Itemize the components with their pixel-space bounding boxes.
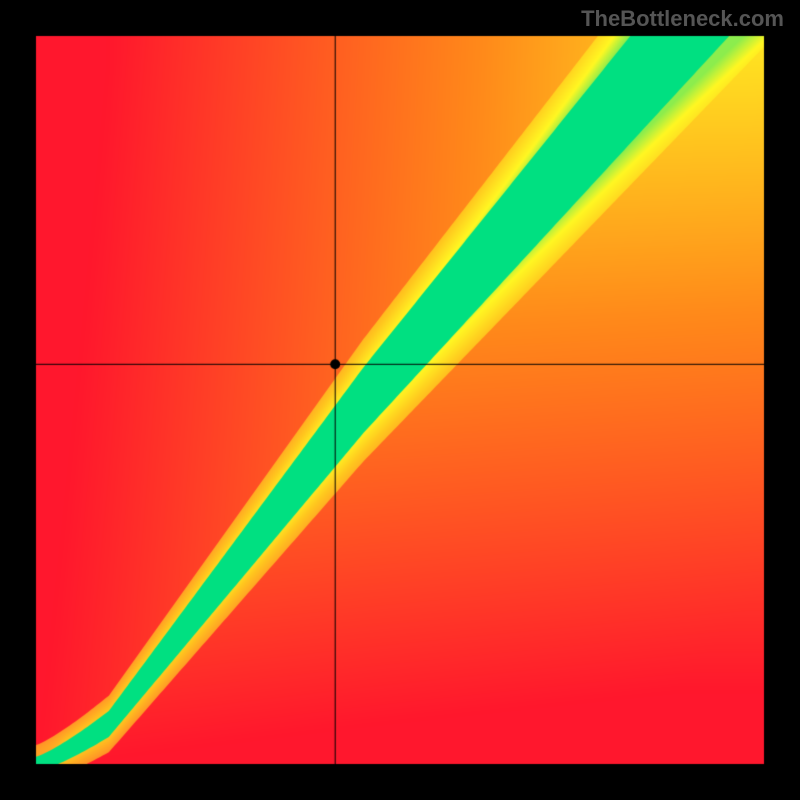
bottleneck-heatmap <box>0 0 800 800</box>
chart-container: TheBottleneck.com <box>0 0 800 800</box>
watermark-text: TheBottleneck.com <box>581 6 784 32</box>
